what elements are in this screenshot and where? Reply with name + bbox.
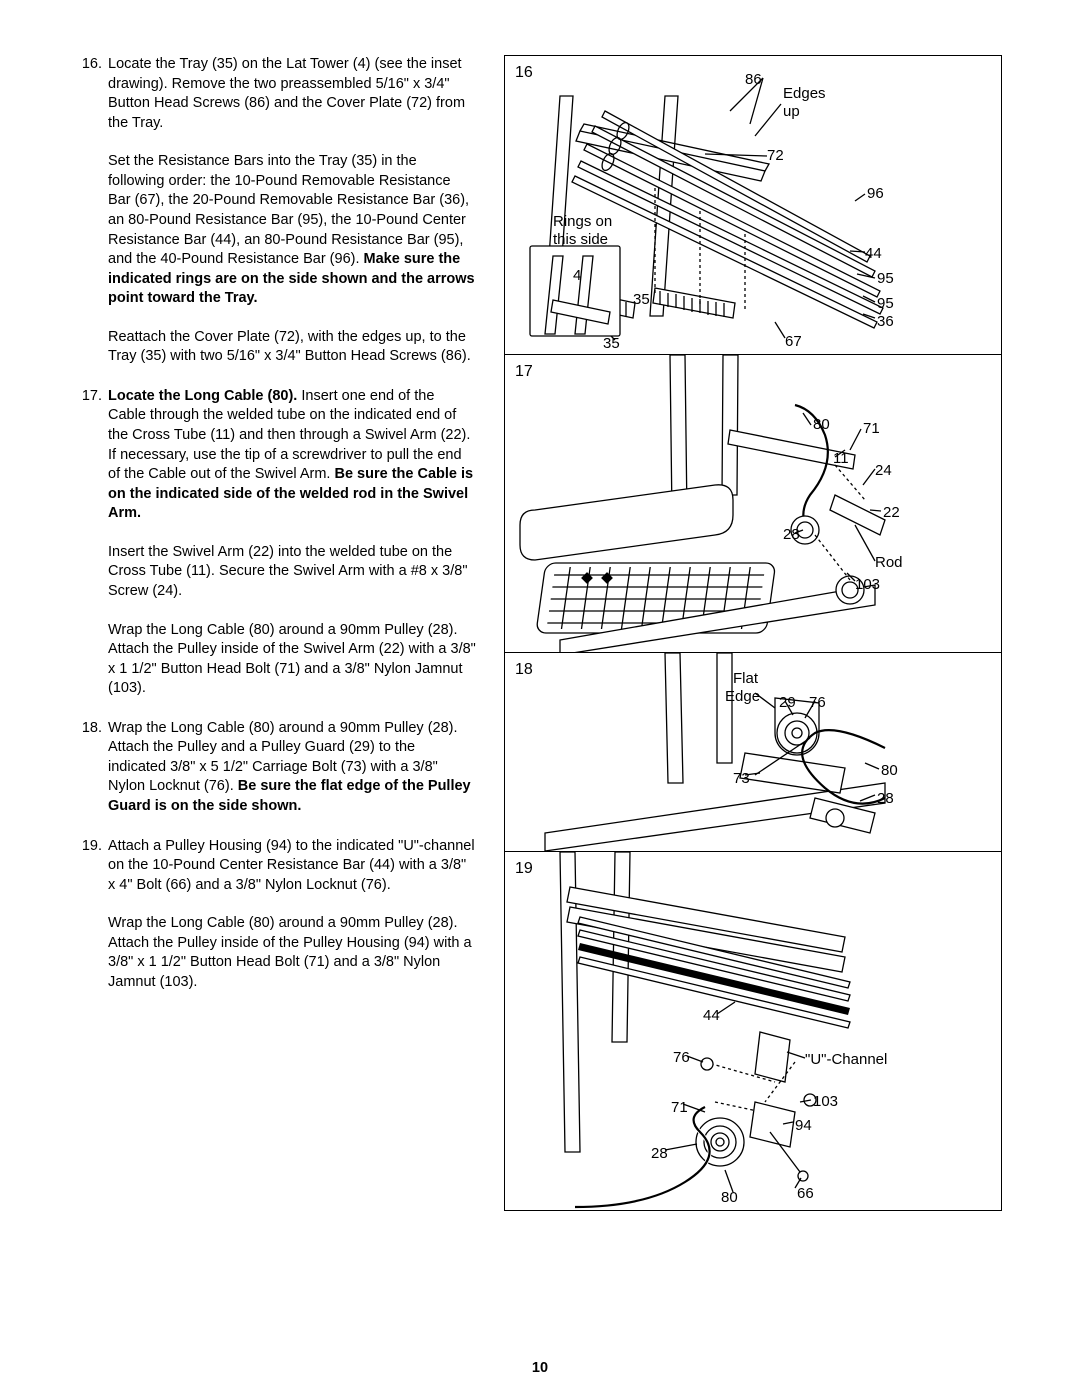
diagram-callout-label: up <box>783 104 800 119</box>
diagram-16-svg <box>505 56 915 355</box>
diagrams-column: 16 <box>504 55 1002 1211</box>
diagram-panel-16: 16 <box>504 55 1002 355</box>
diagram-panel-17: 17 <box>504 354 1002 654</box>
diagram-callout-label: 35 <box>603 336 620 351</box>
diagram-callout-label: 76 <box>673 1050 690 1065</box>
diagram-17-svg <box>505 355 915 654</box>
step-17: 17. Locate the Long Cable (80). Insert o… <box>78 387 476 699</box>
diagram-panel-19: 19 <box>504 851 1002 1211</box>
diagram-callout-label: 103 <box>855 577 880 592</box>
diagram-callout-label: Flat <box>733 671 758 686</box>
diagram-callout-label: 73 <box>733 771 750 786</box>
diagram-callout-label: 80 <box>881 763 898 778</box>
diagram-callout-label: "U"-Channel <box>805 1052 887 1067</box>
diagram-callout-label: 4 <box>573 268 581 283</box>
diagram-callout-label: 66 <box>797 1186 814 1201</box>
step-para: Attach a Pulley Housing (94) to the indi… <box>108 837 476 896</box>
step-para: Reattach the Cover Plate (72), with the … <box>108 328 476 367</box>
diagram-callout-label: 28 <box>783 527 800 542</box>
diagram-callout-label: 24 <box>875 463 892 478</box>
diagram-callout-label: 11 <box>833 451 849 466</box>
step-para: Set the Resistance Bars into the Tray (3… <box>108 152 476 309</box>
panel-number: 16 <box>515 62 533 84</box>
step-para: Locate the Long Cable (80). Insert one e… <box>108 387 476 524</box>
step-19: 19. Attach a Pulley Housing (94) to the … <box>78 837 476 993</box>
step-16: 16. Locate the Tray (35) on the Lat Towe… <box>78 55 476 367</box>
panel-number: 19 <box>515 858 533 880</box>
diagram-callout-label: 80 <box>813 417 830 432</box>
diagram-18-svg <box>505 653 915 852</box>
step-18: 18. Wrap the Long Cable (80) around a 90… <box>78 719 476 817</box>
step-para: Wrap the Long Cable (80) around a 90mm P… <box>108 621 476 699</box>
step-para: Insert the Swivel Arm (22) into the weld… <box>108 543 476 602</box>
diagram-callout-label: 36 <box>877 314 894 329</box>
step-number: 16. <box>78 55 108 367</box>
diagram-callout-label: 94 <box>795 1118 812 1133</box>
page-columns: 16. Locate the Tray (35) on the Lat Towe… <box>78 55 1002 1211</box>
step-para: Locate the Tray (35) on the Lat Tower (4… <box>108 55 476 133</box>
panel-number: 17 <box>515 361 533 383</box>
step-body: Locate the Long Cable (80). Insert one e… <box>108 387 476 699</box>
diagram-callout-label: 28 <box>651 1146 668 1161</box>
diagram-callout-label: 35 <box>633 292 650 307</box>
step-number: 18. <box>78 719 108 817</box>
step-para: Wrap the Long Cable (80) around a 90mm P… <box>108 719 476 817</box>
diagram-callout-label: Edges <box>783 86 826 101</box>
diagram-19-svg <box>505 852 915 1211</box>
diagram-callout-label: 71 <box>863 421 880 436</box>
diagram-callout-label: 86 <box>745 72 762 87</box>
step-body: Wrap the Long Cable (80) around a 90mm P… <box>108 719 476 817</box>
diagram-callout-label: 28 <box>877 791 894 806</box>
diagram-callout-label: 67 <box>785 334 802 349</box>
diagram-callout-label: 96 <box>867 186 884 201</box>
diagram-callout-label: 44 <box>703 1008 720 1023</box>
diagram-callout-label: Rod <box>875 555 903 570</box>
diagram-callout-label: 103 <box>813 1094 838 1109</box>
diagram-callout-label: 29 <box>779 695 796 710</box>
diagram-panel-18: 18 <box>504 652 1002 852</box>
diagram-callout-label: 95 <box>877 271 894 286</box>
step-body: Locate the Tray (35) on the Lat Tower (4… <box>108 55 476 367</box>
diagram-callout-label: this side <box>553 232 608 247</box>
diagram-callout-label: 76 <box>809 695 826 710</box>
diagram-callout-label: Edge <box>725 689 760 704</box>
diagram-callout-label: 22 <box>883 505 900 520</box>
step-body: Attach a Pulley Housing (94) to the indi… <box>108 837 476 993</box>
panel-number: 18 <box>515 659 533 681</box>
diagram-callout-label: 72 <box>767 148 784 163</box>
instructions-column: 16. Locate the Tray (35) on the Lat Towe… <box>78 55 476 1211</box>
diagram-callout-label: 71 <box>671 1100 688 1115</box>
step-para: Wrap the Long Cable (80) around a 90mm P… <box>108 914 476 992</box>
step-number: 17. <box>78 387 108 699</box>
diagram-callout-label: 44 <box>865 246 882 261</box>
diagram-callout-label: 80 <box>721 1190 738 1205</box>
step-number: 19. <box>78 837 108 993</box>
page-number: 10 <box>0 1359 1080 1379</box>
diagram-callout-label: 95 <box>877 296 894 311</box>
diagram-callout-label: Rings on <box>553 214 612 229</box>
